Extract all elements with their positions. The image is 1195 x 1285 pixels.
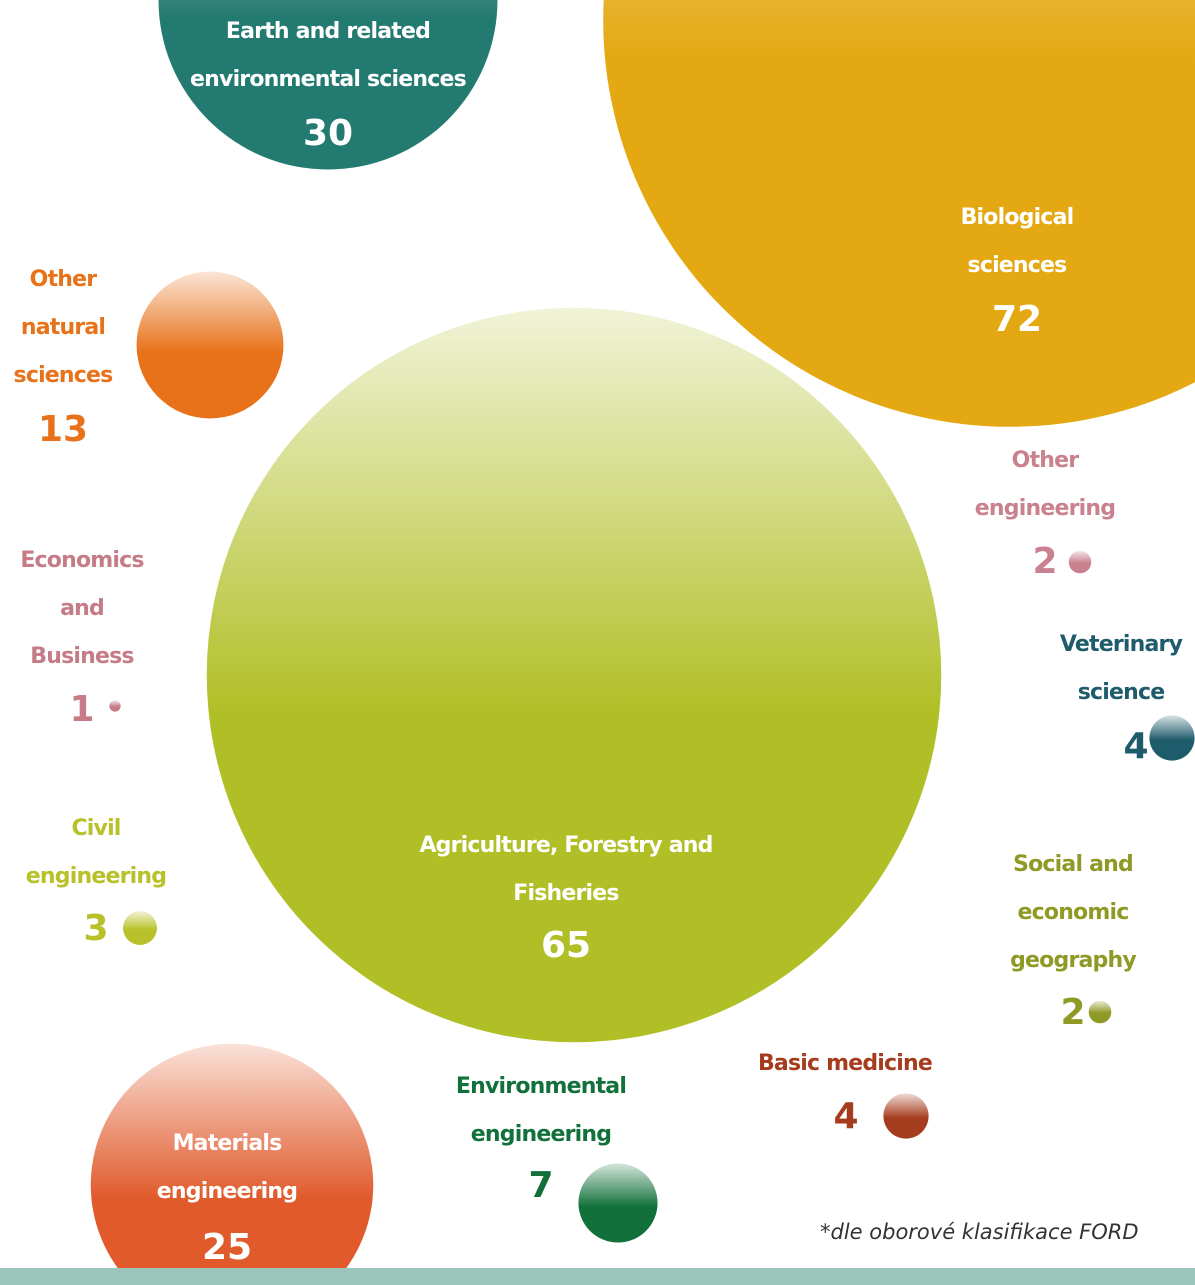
bubble-value: 3 xyxy=(83,908,109,949)
bubble xyxy=(109,700,121,712)
bubble-label: Environmental engineering xyxy=(455,1074,627,1147)
bubble-label: Other engineering xyxy=(974,448,1116,521)
bubble-value: 7 xyxy=(528,1165,554,1206)
bubble-value: 2 xyxy=(1032,541,1058,582)
bubble xyxy=(123,911,157,945)
bubble-label: Economics and Business xyxy=(20,548,144,669)
bubble-label: Materials engineering xyxy=(156,1131,298,1204)
bubble-value: 25 xyxy=(201,1227,253,1268)
bubble xyxy=(158,0,498,170)
bubble-label: Social and economic geography xyxy=(1010,852,1137,973)
bubble-label: Civil engineering xyxy=(25,816,167,889)
bubble-value: 65 xyxy=(540,925,592,966)
bubble-value: 2 xyxy=(1060,992,1086,1033)
bubble-label: Basic medicine xyxy=(757,1051,933,1076)
bubble-label: Veterinary science xyxy=(1059,632,1183,705)
bubble xyxy=(1068,550,1092,574)
bubble-value: 4 xyxy=(1123,726,1149,767)
bubble xyxy=(578,1163,658,1243)
bubble-value: 30 xyxy=(302,113,354,154)
bubble-value: 4 xyxy=(833,1096,859,1137)
bubble-value: 72 xyxy=(991,299,1043,340)
bubble-label: Other natural sciences xyxy=(13,267,114,388)
bubble xyxy=(1149,715,1195,761)
bubble xyxy=(883,1093,929,1139)
footnote: *dle oborové klasifikace FORD xyxy=(820,1220,1139,1244)
bubble-value: 1 xyxy=(69,689,95,730)
bubble xyxy=(206,307,942,1043)
bubble xyxy=(90,1043,374,1268)
bottom-band xyxy=(0,1268,1195,1285)
bubble-value: 13 xyxy=(37,409,89,450)
bubble xyxy=(603,0,1195,427)
bubble xyxy=(1088,1000,1112,1024)
bubble xyxy=(136,271,284,419)
bubble-label: Biological sciences xyxy=(960,205,1075,278)
bubble-label: Agriculture, Forestry and Fisheries xyxy=(419,833,713,906)
bubble-label: Earth and related environmental sciences xyxy=(190,19,467,92)
